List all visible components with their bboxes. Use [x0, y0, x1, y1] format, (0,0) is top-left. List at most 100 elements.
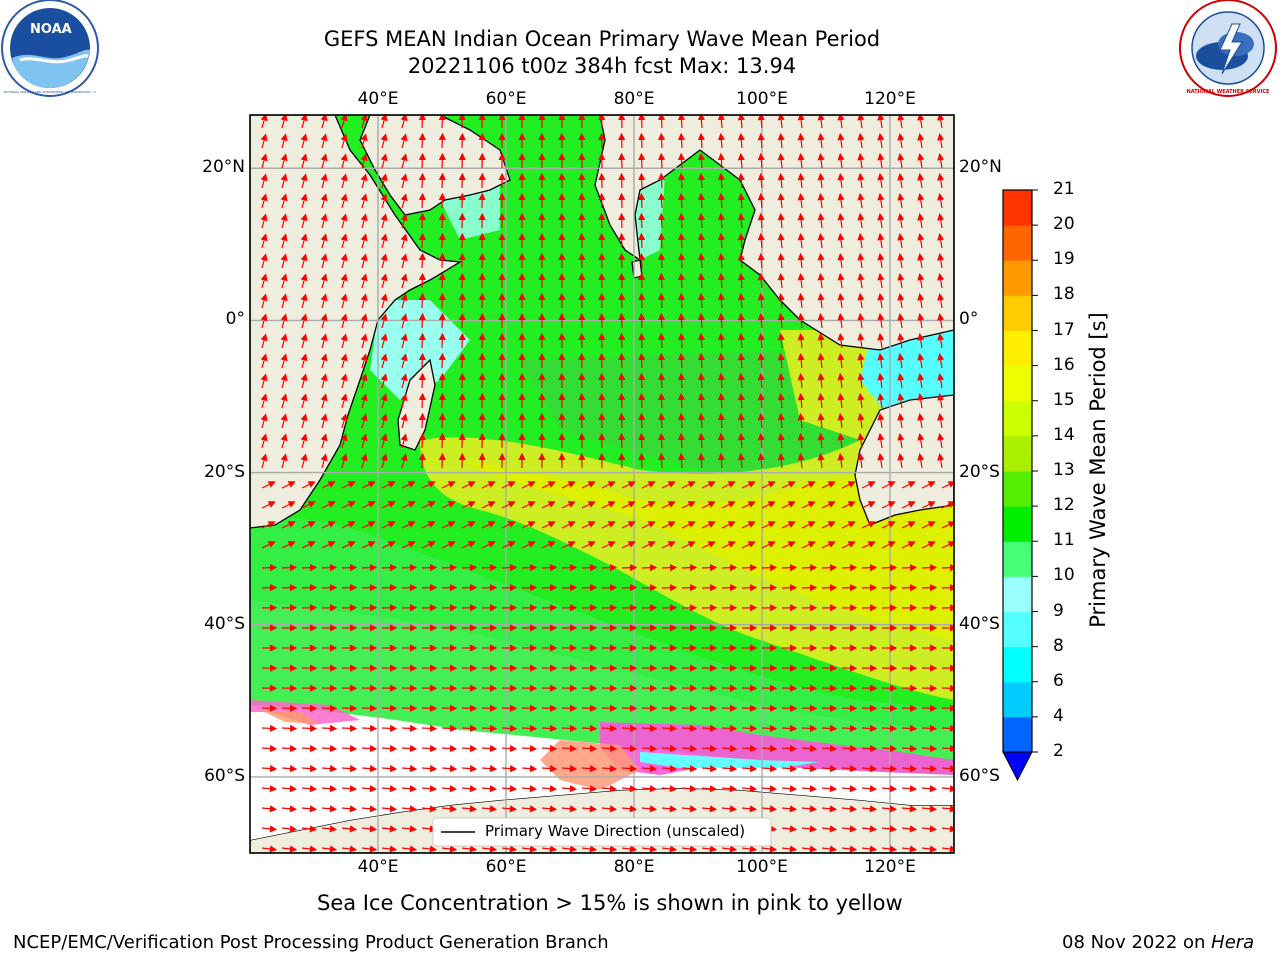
wave-arrow-263: [618, 252, 626, 269]
wave-direction-arrows: [260, 115, 954, 853]
wave-arrow-661: [881, 481, 896, 489]
wave-arrow-416: [877, 332, 885, 349]
wave-arrow-417: [897, 333, 905, 349]
wave-arrow-59: [737, 132, 745, 149]
wave-arrow-741: [381, 541, 396, 549]
wave-arrow-1204: [541, 805, 558, 813]
wave-arrow-1064: [541, 724, 558, 732]
wave-arrow-254: [438, 252, 446, 269]
wave-arrow-1141: [681, 764, 698, 773]
wave-arrow-202: [797, 212, 805, 229]
wave-arrow-1228: [321, 825, 338, 833]
wave-arrow-1221: [881, 805, 898, 813]
wave-arrow-90: [657, 152, 666, 169]
wave-arrow-163: [717, 192, 725, 209]
wave-arrow-1252: [801, 825, 818, 833]
wave-arrow-702: [301, 521, 316, 529]
wave-arrow-680: [561, 501, 576, 509]
wave-arrow-1281: [681, 845, 698, 853]
wave-arrow-7: [400, 115, 408, 129]
lon-tick-top-3: 100°E: [736, 89, 788, 109]
wave-arrow-755: [661, 541, 676, 549]
wave-arrow-1184: [841, 785, 858, 793]
wave-arrow-339: [737, 292, 745, 309]
wave-arrow-525: [260, 413, 268, 429]
wave-arrow-403: [618, 332, 626, 349]
wave-arrow-547: [697, 412, 706, 429]
wave-arrow-526: [280, 413, 288, 429]
wave-arrow-1087: [301, 744, 318, 753]
wave-arrow-346: [877, 292, 885, 309]
wave-arrow-1214: [741, 805, 758, 813]
wave-arrow-266: [677, 252, 686, 269]
wave-arrow-1086: [281, 744, 298, 753]
wave-arrow-200: [757, 212, 765, 229]
wave-arrow-1063: [521, 724, 538, 732]
wave-arrow-277: [897, 253, 905, 269]
wave-arrow-216: [380, 233, 388, 249]
wave-arrow-1018: [321, 704, 338, 712]
wave-arrow-642: [501, 481, 516, 489]
wave-arrow-520: [857, 392, 865, 409]
wave-arrow-111: [380, 173, 388, 189]
wave-arrow-129: [737, 172, 745, 189]
wave-arrow-1059: [441, 724, 458, 732]
wave-arrow-1258: [921, 825, 938, 833]
wave-arrow-1127: [401, 764, 418, 773]
wave-arrow-829: [741, 584, 758, 592]
wave-arrow-8: [418, 115, 426, 129]
wave-arrow-679: [541, 501, 556, 509]
wave-arrow-135: [857, 172, 865, 189]
wave-arrow-1066: [581, 724, 598, 732]
wave-arrow-687: [701, 501, 716, 509]
wave-arrow-394: [438, 332, 446, 349]
wave-arrow-134: [837, 172, 845, 189]
lat-tick-left-2: 20°S: [204, 461, 245, 482]
wave-arrow-206: [877, 212, 885, 229]
wave-arrow-9: [438, 115, 446, 129]
wave-arrow-1076: [781, 724, 798, 732]
wave-arrow-231: [677, 232, 686, 249]
wave-arrow-265: [657, 252, 666, 269]
wave-arrow-145: [360, 193, 368, 209]
wave-arrow-457: [300, 373, 308, 389]
wave-arrow-1094: [441, 744, 458, 753]
chart-subtitle: 20221106 t00z 384h fcst Max: 13.94: [407, 54, 797, 78]
wave-arrow-184: [438, 212, 446, 229]
wave-arrow-384: [937, 313, 945, 329]
wave-arrow-337: [697, 292, 706, 309]
wave-arrow-1091: [381, 744, 398, 753]
wave-arrow-405: [657, 332, 666, 349]
wave-arrow-726: [781, 521, 796, 529]
wave-arrow-1197: [401, 805, 418, 813]
wave-arrow-511: [677, 392, 686, 409]
wave-arrow-342: [797, 292, 805, 309]
wave-arrow-349: [937, 293, 945, 309]
nws-logo: [1179, 0, 1277, 97]
wave-arrow-1024: [441, 704, 458, 712]
wave-arrow-207: [897, 213, 905, 229]
wave-arrow-1126: [381, 764, 398, 773]
wave-arrow-824: [641, 584, 658, 592]
wave-arrow-210: [260, 233, 268, 249]
wave-arrow-758: [721, 541, 736, 549]
wave-arrow-410: [757, 332, 765, 349]
wave-arrow-1104: [641, 744, 658, 753]
wave-arrow-632: [301, 481, 316, 489]
wave-arrow-1284: [741, 845, 758, 853]
colorbar-label: Primary Wave Mean Period [s]: [1086, 312, 1110, 628]
wave-arrow-1045: [861, 704, 878, 712]
wave-arrow-1082: [901, 724, 918, 732]
wave-arrow-796: [781, 564, 798, 572]
wave-arrow-279: [937, 253, 945, 269]
wave-arrow-489: [937, 373, 945, 389]
wave-arrow-508: [618, 392, 626, 409]
wave-arrow-161: [677, 192, 686, 209]
wave-arrow-450: [857, 352, 865, 369]
wave-arrow-1152: [901, 764, 918, 773]
wave-arrow-246: [280, 253, 288, 269]
wave-arrow-588: [817, 432, 825, 449]
wave-arrow-110: [360, 173, 368, 189]
wave-arrow-753: [621, 541, 636, 549]
wave-arrow-442: [697, 352, 706, 369]
